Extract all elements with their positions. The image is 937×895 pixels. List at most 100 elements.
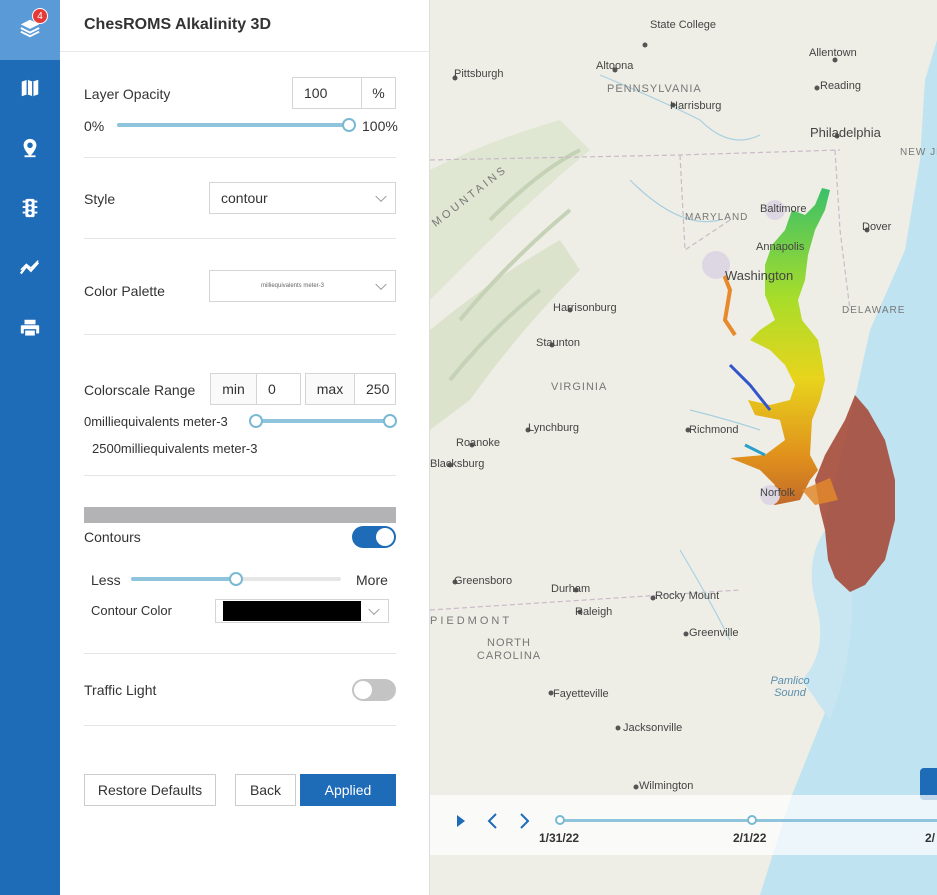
location-button[interactable] [0, 120, 60, 180]
divider [84, 653, 396, 654]
time-slider: 1/31/22 2/1/22 2/ [430, 795, 937, 855]
palette-label: Color Palette [84, 283, 165, 299]
basemap [430, 0, 937, 895]
traffic-light-icon [19, 197, 41, 224]
colorscale-range-text-2: 2500milliequivalents meter-3 [92, 441, 258, 456]
divider [84, 475, 396, 476]
map-label-philadelphia: Philadelphia [810, 125, 881, 140]
chevron-down-icon [368, 603, 380, 616]
panel-header: ChesROMS Alkalinity 3D [60, 0, 430, 52]
layers-button[interactable]: 4 [0, 0, 60, 60]
contours-less-label: Less [91, 572, 121, 588]
opacity-min-label: 0% [84, 118, 105, 134]
opacity-input[interactable]: 100 [292, 77, 362, 109]
location-pin-icon [19, 137, 41, 164]
back-button[interactable]: Back [235, 774, 296, 806]
palette-select[interactable]: milliequivalents meter-3 [209, 270, 396, 302]
colorscale-range-slider[interactable] [249, 414, 397, 428]
contours-more-label: More [356, 572, 388, 588]
map-button[interactable] [0, 60, 60, 120]
contour-color-label: Contour Color [91, 603, 172, 618]
layer-settings-panel: ChesROMS Alkalinity 3D Layer Opacity 100… [60, 0, 430, 895]
map-label-altoona: Altoona [596, 60, 634, 72]
print-button[interactable] [0, 300, 60, 360]
map-label-greenville: Greenville [689, 627, 739, 639]
colorscale-label: Colorscale Range [84, 382, 196, 398]
map-label-fayetteville: Fayetteville [553, 688, 609, 700]
map-label-allentown: Allentown [809, 47, 857, 59]
contours-toggle-knob [376, 528, 394, 546]
next-icon[interactable] [519, 812, 531, 835]
map-state-virginia: VIRGINIA [551, 381, 608, 393]
map-label-harrisonburg: Harrisonburg [553, 302, 617, 314]
style-select[interactable]: contour [209, 182, 396, 214]
traffic-light-toggle[interactable] [352, 679, 396, 701]
contours-density-fill [131, 577, 236, 581]
map-label-durham: Durham [551, 583, 591, 595]
layers-count-badge: 4 [32, 8, 48, 24]
opacity-slider[interactable] [117, 118, 356, 132]
opacity-slider-thumb[interactable] [342, 118, 356, 132]
map-label-lynchburg: Lynchburg [528, 422, 579, 434]
contours-density-thumb[interactable] [229, 572, 243, 586]
contour-color-swatch [223, 601, 361, 621]
sidebar-rail: 4 [0, 0, 60, 895]
map-label-harrisburg: Harrisburg [670, 100, 722, 112]
time-slider-tick[interactable] [747, 815, 757, 825]
divider [84, 238, 396, 239]
restore-defaults-button[interactable]: Restore Defaults [84, 774, 216, 806]
traffic-light-toggle-knob [354, 681, 372, 699]
map-state-north-carolina: NORTH CAROLINA [476, 637, 542, 662]
colorscale-max-input[interactable]: 250 [354, 373, 396, 405]
traffic-light-label: Traffic Light [84, 682, 157, 698]
previous-icon[interactable] [486, 812, 498, 835]
palette-select-value: milliequivalents meter-3 [260, 283, 325, 289]
print-icon [19, 317, 41, 344]
contours-toggle[interactable] [352, 526, 396, 548]
map-label-greensboro: Greensboro [454, 575, 513, 587]
map-state-maryland: MARYLAND [685, 212, 749, 223]
map-canvas[interactable]: State College Allentown Pittsburgh Altoo… [430, 0, 937, 895]
time-slider-date: 2/ [925, 831, 936, 845]
map-label-roanoke: Roanoke [456, 437, 501, 449]
traffic-light-button[interactable] [0, 180, 60, 240]
map-label-baltimore: Baltimore [760, 203, 807, 215]
map-state-delaware: DELAWARE [842, 305, 906, 316]
map-label-staunton: Staunton [536, 337, 581, 349]
applied-button[interactable]: Applied [300, 774, 396, 806]
map-label-annapolis: Annapolis [756, 241, 805, 253]
map-label-richmond: Richmond [689, 424, 739, 436]
map-label-dover: Dover [862, 221, 892, 233]
contours-section-bar [84, 507, 396, 523]
contours-label: Contours [84, 529, 141, 545]
chevron-down-icon [375, 278, 387, 291]
time-slider-date: 2/1/22 [733, 831, 767, 845]
map-state-pennsylvania: PENNSYLVANIA [607, 83, 702, 95]
map-label-pittsburgh: Pittsburgh [454, 68, 504, 80]
colorscale-range-fill [256, 419, 390, 423]
panel-title: ChesROMS Alkalinity 3D [84, 16, 272, 33]
map-label-jacksonville: Jacksonville [623, 722, 683, 734]
contour-color-select[interactable] [215, 599, 389, 623]
map-side-button[interactable] [920, 768, 937, 800]
play-icon[interactable] [456, 814, 466, 833]
map-label-blacksburg: Blacksburg [430, 458, 485, 470]
time-slider-tick[interactable] [555, 815, 565, 825]
colorscale-range-high-thumb[interactable] [383, 414, 397, 428]
style-select-value: contour [221, 190, 268, 206]
map-icon [19, 77, 41, 104]
colorscale-range-low-thumb[interactable] [249, 414, 263, 428]
style-label: Style [84, 191, 116, 207]
opacity-slider-fill [117, 123, 349, 127]
contours-density-slider[interactable] [131, 572, 341, 586]
map-label-rocky-mount: Rocky Mount [655, 590, 720, 602]
trend-button[interactable] [0, 240, 60, 300]
map-label-norfolk: Norfolk [760, 487, 795, 499]
map-label-washington: Washington [725, 268, 794, 283]
map-label-raleigh: Raleigh [575, 606, 613, 618]
opacity-label: Layer Opacity [84, 86, 171, 102]
opacity-max-label: 100% [362, 118, 398, 134]
map-label-wilmington: Wilmington [639, 780, 694, 792]
colorscale-min-input[interactable]: 0 [256, 373, 301, 405]
opacity-unit: % [361, 77, 396, 109]
